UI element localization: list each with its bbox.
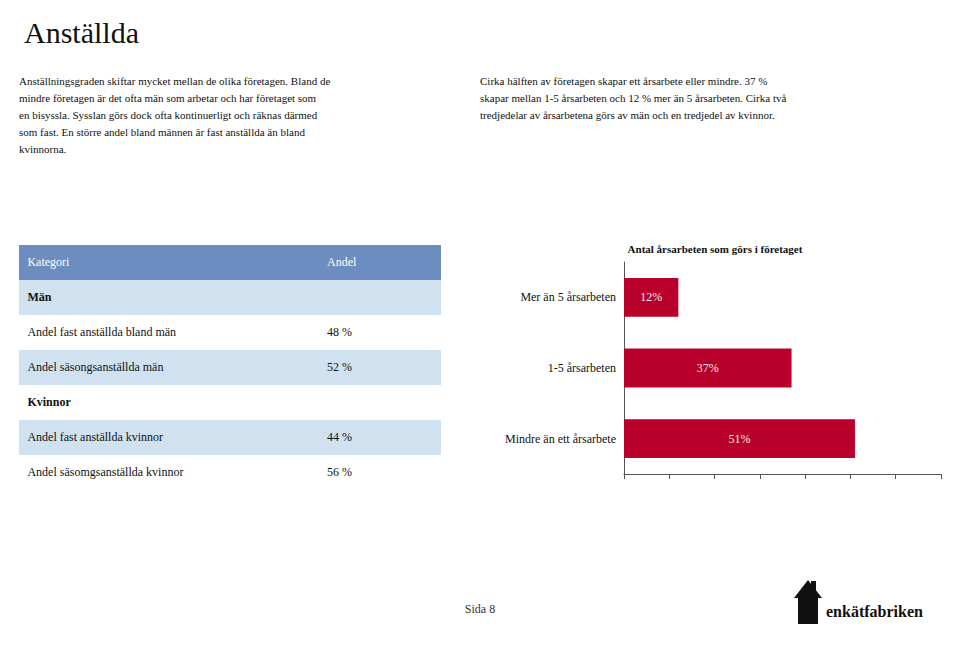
svg-text:52 %: 52 % bbox=[327, 360, 352, 374]
svg-text:Andel fast anställda kvinnor: Andel fast anställda kvinnor bbox=[27, 430, 163, 444]
svg-text:Anställningsgraden skiftar myc: Anställningsgraden skiftar mycket mellan… bbox=[19, 75, 330, 87]
svg-text:Män: Män bbox=[27, 290, 51, 304]
svg-text:mindre företagen är det ofta m: mindre företagen är det ofta män som arb… bbox=[19, 92, 317, 104]
svg-text:Andel: Andel bbox=[327, 255, 357, 269]
svg-text:37%: 37% bbox=[697, 361, 719, 375]
svg-text:Cirka hälften av företagen ska: Cirka hälften av företagen skapar ett år… bbox=[480, 75, 767, 87]
svg-text:1-5 årsarbeten: 1-5 årsarbeten bbox=[548, 361, 616, 375]
svg-text:44 %: 44 % bbox=[327, 430, 352, 444]
svg-text:Sida 8: Sida 8 bbox=[465, 602, 495, 616]
svg-text:som fast. En större andel blan: som fast. En större andel bland männen ä… bbox=[19, 126, 305, 138]
svg-text:Mindre än ett årsarbete: Mindre än ett årsarbete bbox=[505, 432, 616, 446]
svg-text:Andel säsongsanställda män: Andel säsongsanställda män bbox=[27, 360, 163, 374]
svg-text:56 %: 56 % bbox=[327, 465, 352, 479]
svg-text:Kategori: Kategori bbox=[27, 255, 70, 269]
svg-text:Mer än 5 årsarbeten: Mer än 5 årsarbeten bbox=[520, 290, 616, 304]
svg-text:tredjedelar av årsarbetena gör: tredjedelar av årsarbetena görs av män o… bbox=[480, 109, 775, 121]
svg-text:enkätfabriken: enkätfabriken bbox=[826, 603, 923, 620]
svg-text:Antal årsarbeten som görs i fö: Antal årsarbeten som görs i företaget bbox=[628, 243, 803, 255]
svg-text:12%: 12% bbox=[640, 290, 662, 304]
svg-text:51%: 51% bbox=[728, 432, 750, 446]
svg-text:Anställda: Anställda bbox=[24, 16, 139, 49]
svg-text:Andel fast anställda bland män: Andel fast anställda bland män bbox=[27, 325, 176, 339]
svg-text:en bisyssla. Sysslan görs dock: en bisyssla. Sysslan görs dock ofta kont… bbox=[19, 109, 318, 121]
svg-text:Kvinnor: Kvinnor bbox=[27, 395, 71, 409]
svg-text:kvinnorna.: kvinnorna. bbox=[19, 143, 67, 155]
svg-text:Andel säsomgsanställda kvinnor: Andel säsomgsanställda kvinnor bbox=[27, 465, 183, 479]
svg-text:skapar mellan 1-5 årsarbeten o: skapar mellan 1-5 årsarbeten och 12 % me… bbox=[480, 92, 786, 104]
svg-text:48 %: 48 % bbox=[327, 325, 352, 339]
